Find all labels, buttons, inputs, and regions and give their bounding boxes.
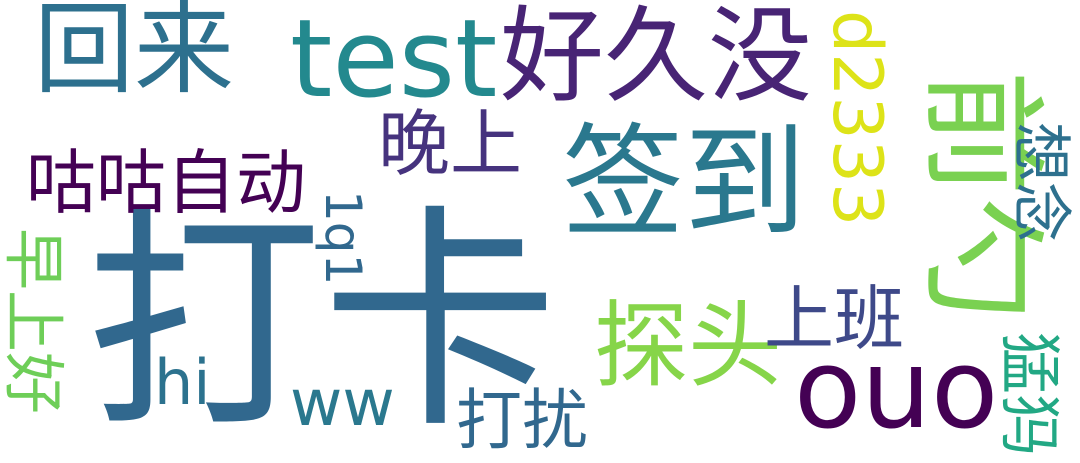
word-oneq1: 1q1 bbox=[314, 190, 372, 286]
word-gugu: 咕咕自动 bbox=[26, 142, 306, 224]
word-haojiumei: 好久没 bbox=[500, 0, 813, 117]
word-qiandao: 签到 bbox=[562, 112, 806, 254]
word-d2333: d2333 bbox=[817, 10, 896, 227]
word-xiangnian: 想念 bbox=[1005, 122, 1075, 242]
word-mengma: 猛犸 bbox=[993, 332, 1066, 457]
word-ww: ww bbox=[290, 367, 395, 441]
word-tantou: 探头 bbox=[594, 292, 783, 401]
word-test: test bbox=[290, 0, 498, 122]
word-ouo: ouo bbox=[794, 325, 999, 453]
word-zaoshanghao: 早上好 bbox=[0, 228, 70, 415]
word-wanshang: 晚上 bbox=[378, 102, 523, 186]
word-hi: hi bbox=[154, 346, 211, 419]
word-daka: 打卡 bbox=[86, 185, 559, 460]
word-darao: 打扰 bbox=[456, 382, 588, 459]
word-shangban: 上班 bbox=[764, 278, 904, 360]
word-huilai: 回来 bbox=[34, 0, 234, 108]
